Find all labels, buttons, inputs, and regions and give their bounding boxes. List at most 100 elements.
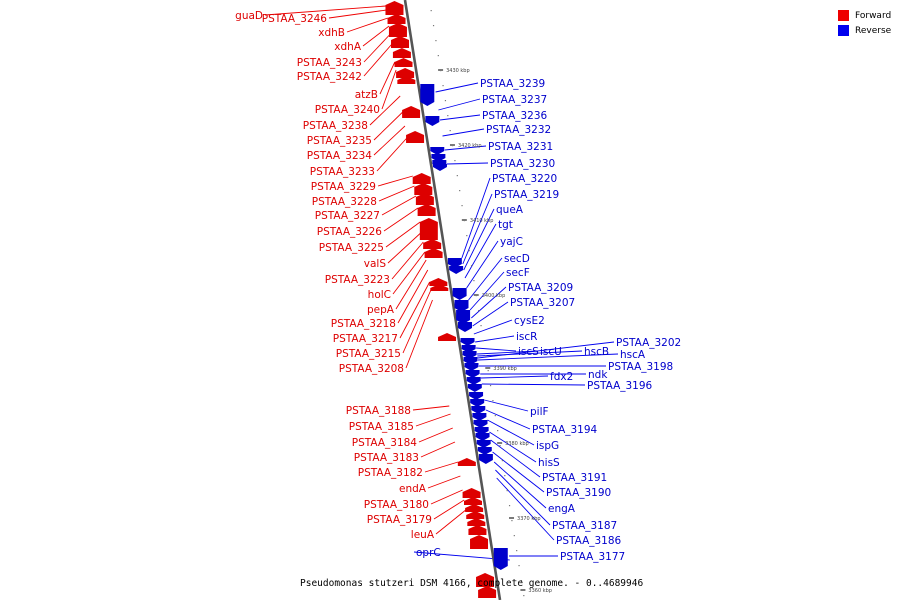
reverse-label-connector: [472, 301, 509, 327]
reverse-label-connector: [492, 451, 545, 493]
reverse-gene-block: [466, 377, 481, 385]
forward-label-connector: [378, 185, 415, 202]
reverse-label-connector: [471, 286, 507, 319]
reverse-gene-label: PSTAA_3219: [494, 189, 559, 201]
forward-gene-label: PSTAA_3235: [307, 135, 372, 147]
minor-tick: [451, 145, 454, 147]
reverse-label-connector: [473, 319, 513, 335]
forward-label-connector: [385, 221, 421, 248]
reverse-gene-label: iscR: [516, 331, 537, 343]
forward-gene-label: atzB: [355, 89, 378, 101]
reverse-label-connector: [489, 431, 537, 463]
reverse-gene-label: hisS: [538, 457, 560, 469]
reverse-gene-label: PSTAA_3186: [556, 535, 622, 547]
forward-label-connector: [399, 281, 431, 339]
forward-gene-label: holC: [368, 289, 391, 301]
reverse-gene-block: [464, 363, 479, 371]
forward-gene-label: valS: [364, 258, 387, 270]
reverse-gene-block: [493, 548, 508, 570]
reverse-gene-label: hscB: [584, 346, 609, 358]
reverse-label-connector: [461, 177, 491, 259]
forward-gene-block: [470, 535, 489, 549]
forward-gene-block: [468, 525, 487, 535]
forward-label-connector: [430, 489, 463, 505]
minor-tick: [444, 100, 447, 102]
scale-tick-label: 3390 kbp: [493, 366, 517, 372]
reverse-label-connector: [476, 347, 517, 352]
forward-label-connector: [381, 195, 417, 216]
forward-gene-label: PSTAA_3218: [331, 318, 396, 330]
forward-gene-block: [392, 48, 411, 58]
reverse-gene-block: [460, 338, 475, 346]
reverse-label-connector: [487, 419, 535, 446]
reverse-gene-label: PSTAA_3196: [587, 380, 653, 392]
forward-gene-block: [465, 504, 484, 512]
reverse-gene-label: engA: [548, 503, 576, 515]
reverse-gene-label: PSTAA_3191: [542, 472, 607, 484]
reverse-gene-block: [447, 258, 462, 268]
forward-gene-block: [406, 131, 425, 143]
forward-gene-block: [478, 586, 497, 598]
reverse-label-connector: [475, 335, 515, 343]
minor-tick: [516, 550, 518, 552]
forward-label-connector: [415, 413, 451, 427]
forward-gene-block: [438, 333, 457, 341]
forward-gene-block: [387, 14, 406, 24]
forward-gene-label: PSTAA_3246: [262, 13, 328, 25]
reverse-label-connector: [477, 353, 619, 361]
forward-gene-block: [466, 511, 485, 519]
minor-tick: [480, 325, 482, 327]
forward-gene-label: xdhA: [334, 41, 362, 53]
forward-gene-label: PSTAA_3243: [297, 57, 362, 69]
reverse-gene-label: PSTAA_3207: [510, 297, 575, 309]
forward-swatch: [838, 10, 849, 21]
reverse-label-connector: [481, 383, 586, 386]
reverse-legend-label: Reverse: [855, 25, 892, 36]
label-connectors: [264, 5, 619, 561]
forward-label-connector: [328, 9, 387, 19]
reverse-label-connector: [466, 240, 499, 289]
scale-tick-label: 3400 kbp: [482, 293, 506, 299]
forward-label-connector: [418, 427, 453, 443]
forward-gene-block: [419, 218, 438, 240]
reverse-gene-label: secD: [504, 253, 530, 265]
forward-gene-block: [391, 36, 410, 48]
forward-label-connector: [264, 5, 386, 16]
reverse-gene-block: [473, 420, 488, 428]
forward-label-connector: [363, 43, 393, 77]
minor-tick: [482, 340, 485, 342]
reverse-gene-label: yajC: [500, 236, 523, 248]
minor-tick: [449, 130, 451, 132]
legend: Forward Reverse: [838, 8, 891, 38]
reverse-gene-block: [477, 447, 492, 455]
minor-tick: [466, 235, 468, 237]
minor-tick: [432, 25, 435, 27]
reverse-label-connector: [438, 98, 481, 111]
minor-tick: [456, 175, 458, 177]
reverse-label-connector: [446, 162, 489, 165]
reverse-gene-label: PSTAA_3220: [492, 173, 557, 185]
minor-tick: [518, 565, 520, 567]
reverse-gene-label: PSTAA_3190: [546, 487, 611, 499]
reverse-label-connector: [463, 208, 495, 271]
forward-gene-block: [388, 23, 407, 37]
genome-caption: Pseudomonas stutzeri DSM 4166, complete …: [300, 578, 644, 589]
reverse-gene-block: [469, 392, 484, 400]
forward-label-connector: [397, 269, 429, 324]
forward-gene-label: PSTAA_3242: [297, 71, 362, 83]
reverse-label-connector: [468, 257, 503, 301]
reverse-gene-label: cysE2: [514, 315, 545, 327]
forward-gene-label: PSTAA_3180: [364, 499, 429, 511]
forward-label-connector: [379, 61, 396, 95]
forward-gene-block: [412, 173, 431, 184]
forward-gene-label: PSTAA_3240: [315, 104, 380, 116]
reverse-label-connector: [477, 341, 615, 359]
reverse-gene-block: [470, 399, 485, 407]
reverse-gene-label: PSTAA_3230: [490, 158, 555, 170]
minor-tick: [442, 85, 444, 87]
forward-label-connector: [427, 475, 461, 489]
forward-label-connector: [424, 461, 459, 473]
forward-gene-label: PSTAA_3217: [333, 333, 398, 345]
reverse-gene-label: fdx2: [550, 371, 573, 383]
